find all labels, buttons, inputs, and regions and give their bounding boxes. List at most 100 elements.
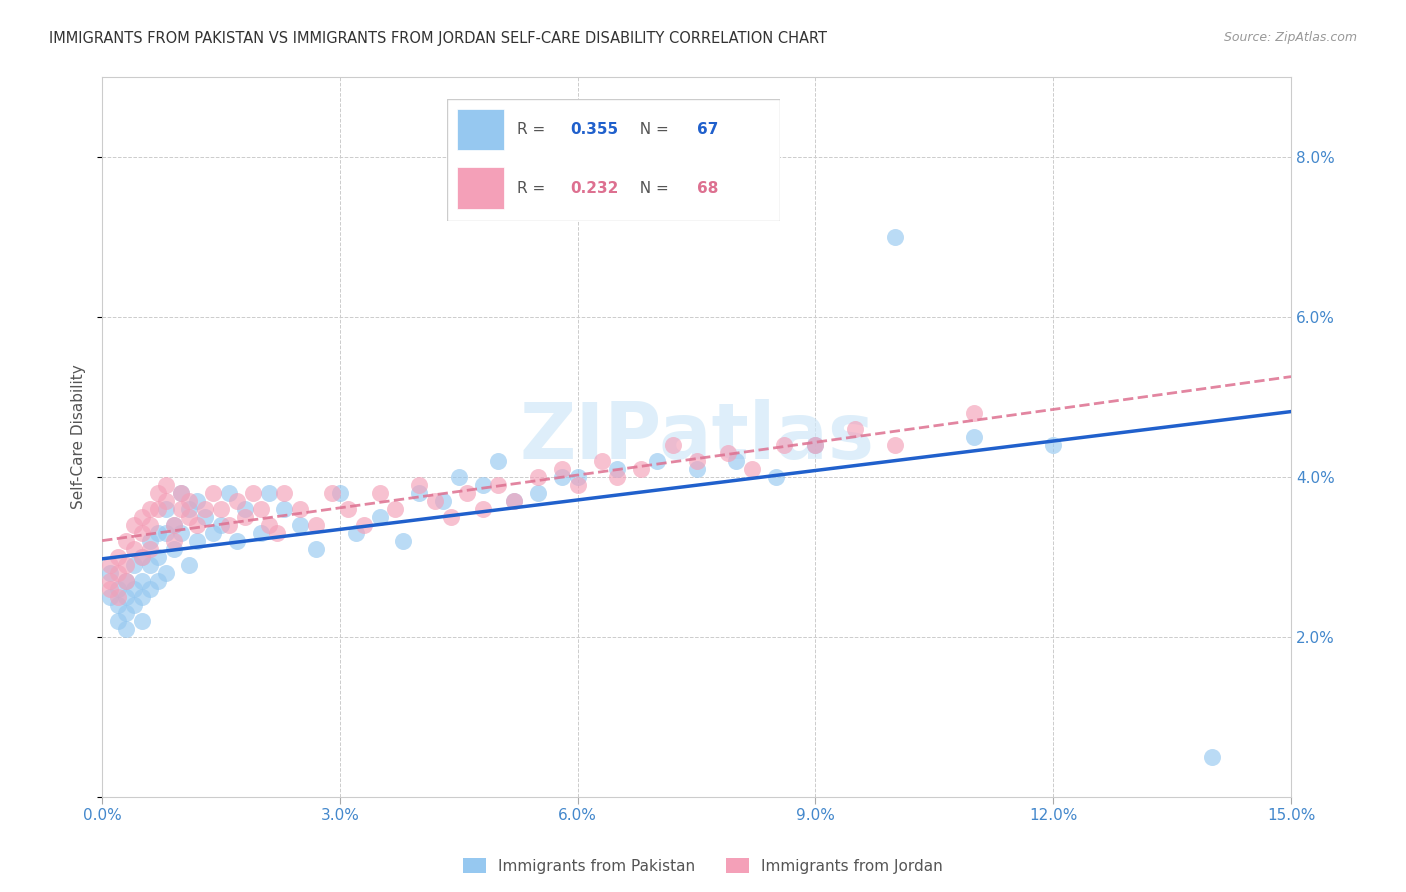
Point [273, 486, 295, 500]
Point [1042, 438, 1064, 452]
Point [170, 486, 193, 500]
Point [146, 574, 169, 588]
Point [503, 494, 526, 508]
Point [139, 558, 162, 572]
Point [567, 470, 589, 484]
Point [408, 478, 430, 492]
Point [131, 590, 153, 604]
Point [423, 494, 446, 508]
Point [155, 494, 177, 508]
Point [146, 549, 169, 564]
Point [170, 502, 193, 516]
Point [146, 486, 169, 500]
Point [329, 486, 352, 500]
Point [162, 541, 184, 556]
Point [963, 406, 986, 420]
Point [551, 462, 574, 476]
Point [179, 510, 201, 524]
Point [305, 541, 328, 556]
Point [353, 518, 375, 533]
Point [131, 574, 153, 588]
Point [162, 533, 184, 548]
Legend: Immigrants from Pakistan, Immigrants from Jordan: Immigrants from Pakistan, Immigrants fro… [457, 852, 949, 880]
Point [186, 533, 208, 548]
Point [179, 502, 201, 516]
Point [122, 582, 145, 596]
Point [122, 518, 145, 533]
Point [717, 446, 740, 460]
Text: Source: ZipAtlas.com: Source: ZipAtlas.com [1223, 31, 1357, 45]
Point [122, 541, 145, 556]
Point [725, 454, 748, 468]
Point [384, 502, 406, 516]
Point [488, 478, 510, 492]
Point [194, 510, 217, 524]
Point [257, 518, 280, 533]
Point [98, 590, 121, 604]
Point [606, 470, 628, 484]
Point [98, 566, 121, 580]
Point [249, 502, 271, 516]
Point [162, 518, 184, 533]
Point [344, 525, 367, 540]
Point [765, 470, 787, 484]
Point [527, 470, 550, 484]
Point [155, 566, 177, 580]
Point [804, 438, 827, 452]
Point [1201, 749, 1223, 764]
Point [146, 525, 169, 540]
Point [368, 486, 391, 500]
Point [139, 582, 162, 596]
Point [645, 454, 668, 468]
Point [551, 470, 574, 484]
Point [186, 518, 208, 533]
Point [772, 438, 794, 452]
Text: ZIPatlas: ZIPatlas [519, 399, 875, 475]
Point [155, 478, 177, 492]
Point [844, 422, 866, 436]
Point [266, 525, 288, 540]
Point [139, 541, 162, 556]
Point [115, 622, 138, 636]
Point [226, 533, 249, 548]
Point [194, 502, 217, 516]
Point [321, 486, 343, 500]
Point [122, 558, 145, 572]
Point [290, 502, 312, 516]
Point [488, 454, 510, 468]
Point [131, 525, 153, 540]
Point [233, 510, 256, 524]
Point [131, 510, 153, 524]
Point [115, 558, 138, 572]
Point [456, 486, 478, 500]
Point [170, 525, 193, 540]
Point [162, 518, 184, 533]
Point [257, 486, 280, 500]
Point [630, 462, 652, 476]
Point [107, 549, 129, 564]
Point [179, 558, 201, 572]
Point [233, 502, 256, 516]
Point [139, 518, 162, 533]
Point [115, 590, 138, 604]
Point [242, 486, 264, 500]
Point [98, 574, 121, 588]
Point [685, 462, 707, 476]
Point [336, 502, 359, 516]
Text: IMMIGRANTS FROM PAKISTAN VS IMMIGRANTS FROM JORDAN SELF-CARE DISABILITY CORRELAT: IMMIGRANTS FROM PAKISTAN VS IMMIGRANTS F… [49, 31, 827, 46]
Point [471, 478, 494, 492]
Point [567, 478, 589, 492]
Point [591, 454, 613, 468]
Point [179, 494, 201, 508]
Point [202, 486, 225, 500]
Point [218, 486, 240, 500]
Point [368, 510, 391, 524]
Point [115, 606, 138, 620]
Point [98, 558, 121, 572]
Point [440, 510, 463, 524]
Point [155, 502, 177, 516]
Point [107, 566, 129, 580]
Point [226, 494, 249, 508]
Point [170, 486, 193, 500]
Point [209, 518, 232, 533]
